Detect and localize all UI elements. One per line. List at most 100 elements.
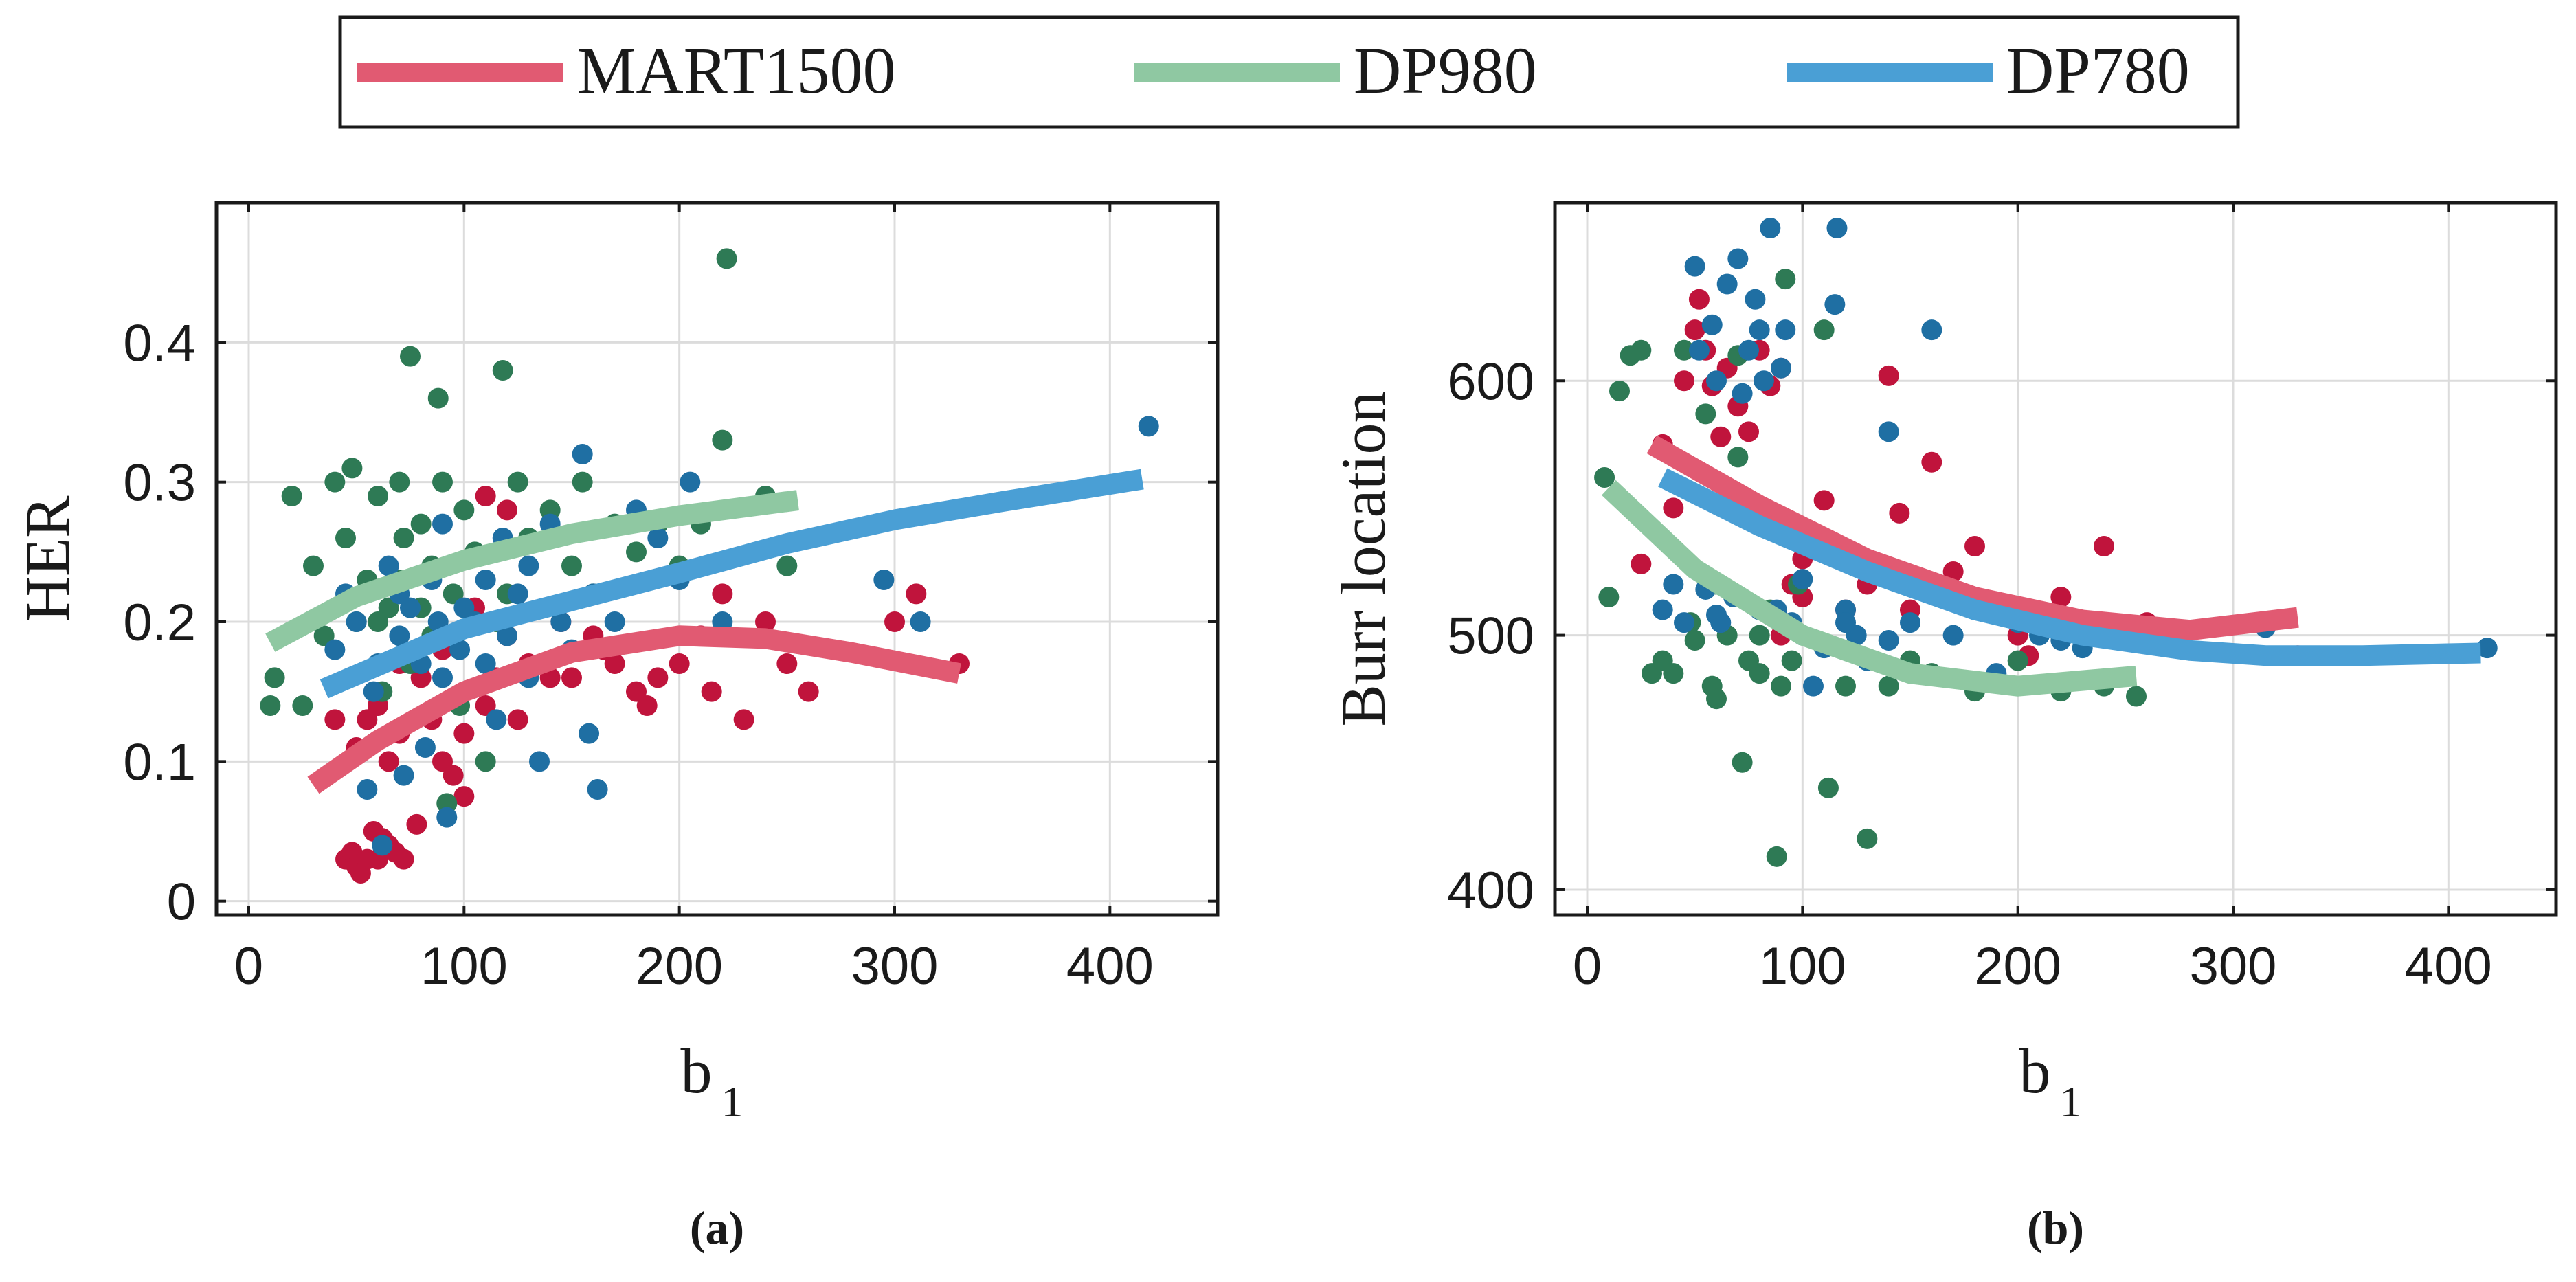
point-dp780 — [475, 653, 496, 674]
point-dp980 — [292, 695, 313, 716]
point-dp780 — [324, 639, 346, 660]
point-dp780 — [1138, 416, 1159, 437]
point-dp780 — [1727, 248, 1749, 269]
point-mart1500 — [1964, 535, 1985, 556]
y-tick-label: 0.1 — [123, 733, 196, 791]
point-mart1500 — [1674, 370, 1694, 392]
point-mart1500 — [453, 786, 475, 807]
fit-line-dp980 — [1601, 480, 2138, 697]
point-dp780 — [1738, 339, 1759, 361]
x-tick-label: 0 — [1573, 937, 1602, 996]
point-dp980 — [453, 499, 475, 521]
point-dp780 — [393, 765, 414, 786]
point-mart1500 — [1710, 426, 1732, 447]
point-dp980 — [443, 583, 464, 605]
axes-frame — [214, 201, 1220, 917]
y-axis-label: HER — [12, 495, 82, 622]
point-dp980 — [313, 625, 335, 646]
y-tick-label: 0 — [167, 873, 196, 932]
point-dp980 — [561, 555, 582, 576]
point-dp780 — [1824, 294, 1846, 315]
legend-label-dp780: DP780 — [2006, 34, 2190, 107]
point-dp980 — [1684, 630, 1705, 651]
point-dp780 — [647, 528, 669, 548]
point-dp980 — [1878, 675, 1899, 697]
point-mart1500 — [1663, 497, 1684, 519]
point-dp780 — [1792, 569, 1813, 590]
point-dp780 — [1826, 218, 1848, 239]
point-dp980 — [475, 751, 496, 772]
point-dp780 — [1732, 383, 1753, 404]
point-mart1500 — [324, 709, 346, 730]
point-dp980 — [303, 555, 324, 576]
point-mart1500 — [1738, 421, 1759, 442]
point-dp780 — [1701, 314, 1723, 335]
point-dp780 — [1775, 319, 1796, 341]
point-dp780 — [1663, 574, 1684, 595]
point-dp780 — [436, 807, 458, 828]
point-dp780 — [507, 583, 528, 605]
point-dp780 — [1684, 256, 1705, 277]
point-dp780 — [2476, 638, 2498, 659]
point-dp980 — [427, 387, 449, 409]
point-dp780 — [363, 681, 384, 702]
y-tick-label: 500 — [1447, 607, 1534, 666]
x-tick-label: 400 — [1066, 937, 1154, 996]
point-mart1500 — [443, 765, 464, 786]
point-dp780 — [346, 611, 367, 632]
x-axis-label: b — [681, 1036, 713, 1106]
point-dp780 — [432, 667, 453, 688]
point-dp780 — [1706, 370, 1727, 392]
point-dp780 — [1835, 612, 1856, 633]
point-dp780 — [579, 723, 600, 744]
point-dp780 — [414, 737, 436, 758]
point-dp980 — [264, 667, 285, 688]
point-dp780 — [1760, 218, 1781, 239]
point-dp780 — [1771, 357, 1791, 379]
point-dp980 — [507, 471, 528, 493]
point-dp980 — [1813, 319, 1835, 341]
point-mart1500 — [561, 667, 582, 688]
point-dp780 — [1803, 675, 1824, 697]
point-dp780 — [475, 570, 496, 590]
point-dp780 — [529, 751, 550, 772]
x-tick-label: 300 — [851, 937, 939, 996]
point-dp980 — [400, 346, 421, 367]
point-mart1500 — [701, 681, 722, 702]
point-dp980 — [1732, 752, 1753, 773]
x-axis-label: b — [2019, 1036, 2051, 1106]
point-dp980 — [324, 471, 346, 493]
point-dp980 — [1727, 447, 1749, 468]
point-dp980 — [1598, 587, 1620, 608]
point-mart1500 — [1813, 490, 1835, 511]
y-tick-label: 0.4 — [123, 314, 196, 372]
point-dp980 — [712, 429, 733, 451]
fit-line-dp980 — [265, 490, 799, 652]
point-dp980 — [716, 248, 737, 269]
point-dp980 — [1594, 466, 1615, 488]
x-axis-label-subscript: 1 — [721, 1077, 743, 1126]
point-mart1500 — [1878, 365, 1899, 386]
point-dp980 — [1674, 339, 1694, 361]
point-dp980 — [572, 471, 593, 493]
point-mart1500 — [755, 611, 776, 632]
point-dp780 — [378, 555, 399, 576]
point-dp980 — [368, 611, 388, 632]
point-mart1500 — [669, 653, 690, 674]
point-dp780 — [449, 639, 471, 660]
point-dp780 — [910, 611, 931, 632]
point-dp980 — [626, 541, 647, 563]
axes-frame — [1553, 201, 2558, 917]
point-mart1500 — [798, 681, 819, 702]
point-mart1500 — [432, 751, 453, 772]
point-dp780 — [1942, 625, 1964, 646]
point-dp780 — [1921, 319, 1942, 341]
point-mart1500 — [406, 813, 427, 835]
point-dp980 — [378, 597, 399, 618]
point-dp980 — [1706, 688, 1727, 710]
point-dp780 — [1716, 273, 1738, 295]
y-tick-label: 600 — [1447, 352, 1534, 411]
point-mart1500 — [1688, 289, 1710, 310]
point-dp980 — [335, 528, 356, 548]
